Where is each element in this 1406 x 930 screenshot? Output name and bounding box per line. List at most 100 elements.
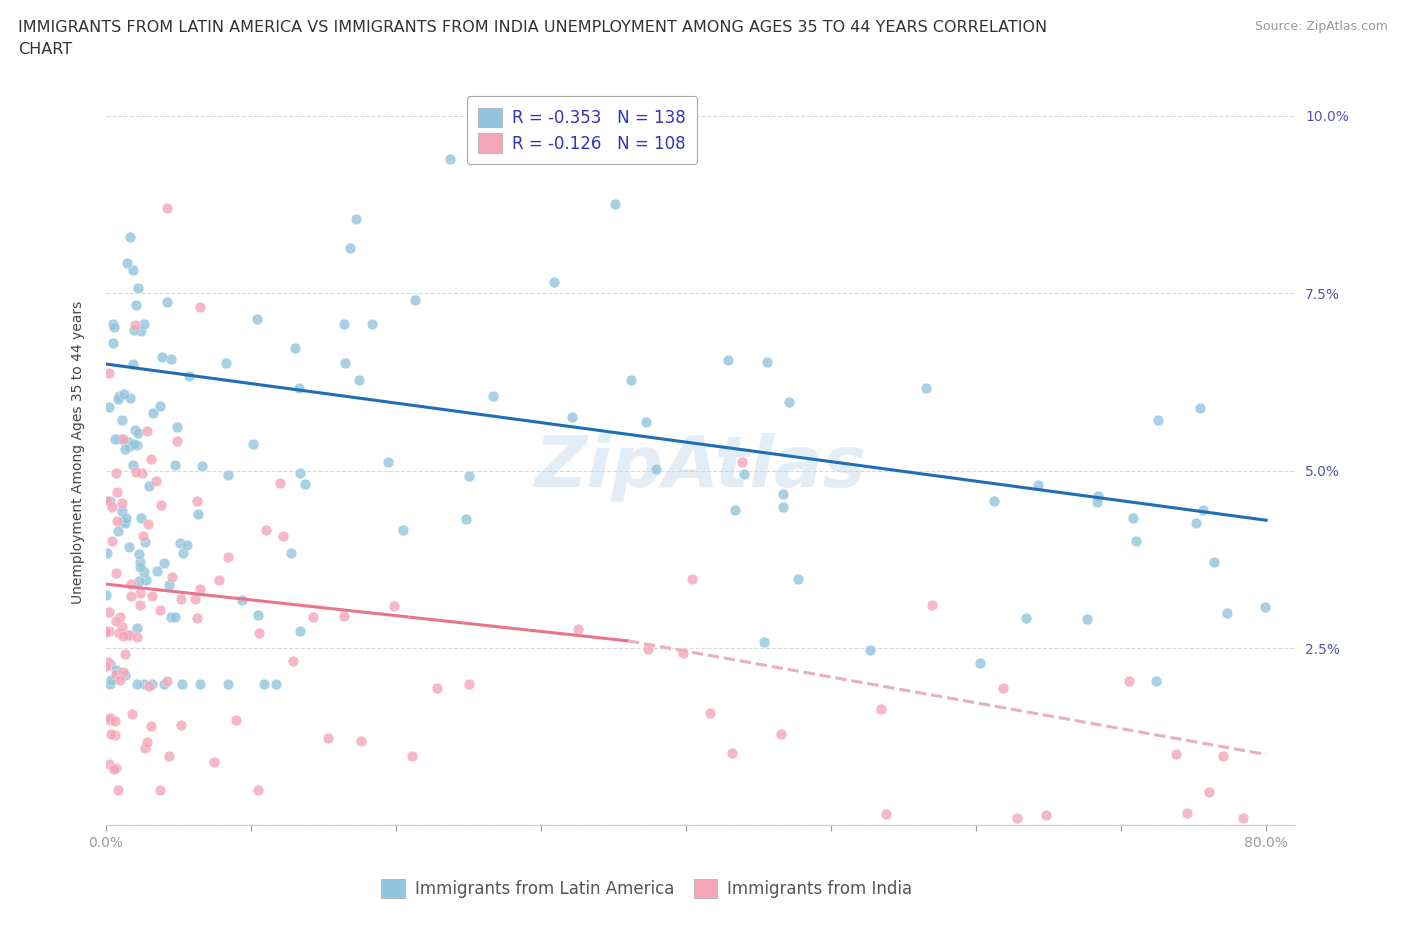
Point bbox=[97, 756, 120, 771]
Point bbox=[121, 707, 143, 722]
Point bbox=[112, 432, 135, 446]
Point bbox=[114, 668, 136, 683]
Point bbox=[731, 455, 754, 470]
Point bbox=[117, 256, 139, 271]
Legend: Immigrants from Latin America, Immigrants from India: Immigrants from Latin America, Immigrant… bbox=[374, 872, 920, 905]
Point bbox=[567, 622, 589, 637]
Point bbox=[772, 499, 794, 514]
Point bbox=[131, 466, 153, 481]
Point bbox=[111, 629, 134, 644]
Point bbox=[96, 658, 118, 673]
Point bbox=[360, 317, 382, 332]
Point bbox=[271, 529, 294, 544]
Point bbox=[284, 340, 307, 355]
Point bbox=[98, 676, 121, 691]
Point bbox=[188, 676, 211, 691]
Point bbox=[1216, 605, 1239, 620]
Point bbox=[344, 212, 367, 227]
Point bbox=[97, 604, 120, 619]
Point bbox=[1185, 515, 1208, 530]
Point bbox=[350, 734, 373, 749]
Point bbox=[98, 712, 121, 727]
Point bbox=[1212, 748, 1234, 763]
Point bbox=[149, 782, 172, 797]
Point bbox=[215, 355, 238, 370]
Point bbox=[772, 486, 794, 501]
Point bbox=[111, 664, 134, 679]
Point bbox=[672, 646, 695, 661]
Point bbox=[124, 317, 146, 332]
Point bbox=[149, 603, 172, 618]
Point bbox=[120, 588, 142, 603]
Point bbox=[721, 746, 744, 761]
Point bbox=[142, 405, 165, 420]
Point bbox=[104, 761, 127, 776]
Point bbox=[141, 676, 163, 691]
Point bbox=[333, 355, 356, 370]
Point bbox=[125, 630, 148, 644]
Point bbox=[921, 598, 943, 613]
Point bbox=[717, 352, 740, 367]
Point bbox=[104, 432, 127, 446]
Point bbox=[134, 740, 156, 755]
Point bbox=[125, 438, 148, 453]
Point bbox=[457, 677, 479, 692]
Point bbox=[339, 241, 361, 256]
Point bbox=[231, 592, 253, 607]
Point bbox=[128, 597, 150, 612]
Point bbox=[104, 666, 127, 681]
Point bbox=[131, 324, 153, 339]
Point bbox=[159, 609, 181, 624]
Point bbox=[264, 676, 287, 691]
Point bbox=[170, 676, 193, 691]
Point bbox=[104, 728, 127, 743]
Point bbox=[124, 422, 146, 437]
Point bbox=[101, 533, 124, 548]
Point bbox=[202, 755, 225, 770]
Point bbox=[183, 591, 205, 606]
Point bbox=[225, 712, 247, 727]
Point bbox=[127, 281, 149, 296]
Point bbox=[108, 626, 131, 641]
Point bbox=[170, 717, 193, 732]
Point bbox=[157, 749, 180, 764]
Point bbox=[636, 414, 658, 429]
Point bbox=[146, 564, 169, 578]
Point bbox=[1026, 478, 1049, 493]
Point bbox=[332, 317, 354, 332]
Point bbox=[1035, 807, 1057, 822]
Point bbox=[122, 458, 145, 472]
Point bbox=[993, 681, 1015, 696]
Point bbox=[190, 582, 212, 597]
Point bbox=[122, 263, 145, 278]
Point bbox=[426, 680, 449, 695]
Point bbox=[163, 609, 186, 624]
Point bbox=[103, 320, 125, 335]
Point bbox=[132, 565, 155, 579]
Point bbox=[208, 572, 231, 587]
Point bbox=[94, 625, 117, 640]
Point bbox=[172, 545, 194, 560]
Point bbox=[97, 624, 120, 639]
Point bbox=[114, 441, 136, 456]
Point bbox=[96, 493, 118, 508]
Point bbox=[733, 466, 755, 481]
Point bbox=[1144, 674, 1167, 689]
Point bbox=[111, 503, 134, 518]
Y-axis label: Unemployment Among Ages 35 to 44 years: Unemployment Among Ages 35 to 44 years bbox=[72, 301, 86, 604]
Point bbox=[150, 350, 173, 365]
Point bbox=[401, 749, 423, 764]
Point bbox=[316, 731, 339, 746]
Point bbox=[983, 494, 1005, 509]
Point bbox=[107, 392, 129, 406]
Point bbox=[347, 373, 370, 388]
Point bbox=[128, 574, 150, 589]
Point bbox=[914, 380, 936, 395]
Point bbox=[118, 391, 141, 405]
Point bbox=[118, 539, 141, 554]
Point bbox=[439, 152, 461, 166]
Point bbox=[1175, 805, 1198, 820]
Point bbox=[644, 462, 666, 477]
Point bbox=[620, 373, 643, 388]
Point bbox=[699, 706, 721, 721]
